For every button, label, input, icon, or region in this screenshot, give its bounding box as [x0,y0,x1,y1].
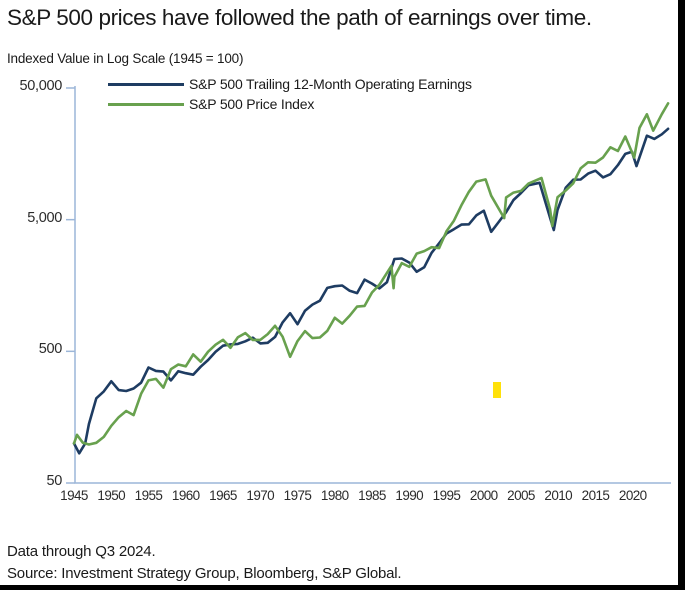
right-border [678,0,685,590]
legend-label-price: S&P 500 Price Index [189,96,315,112]
footnote-source: Source: Investment Strategy Group, Bloom… [7,565,402,582]
footnote-data-through: Data through Q3 2024. [7,543,156,560]
legend-item-price: S&P 500 Price Index [108,94,472,114]
price-line-swatch [108,102,184,106]
y-axis-unit-label: Indexed Value in Log Scale (1945 = 100) [7,51,244,66]
chart-title: S&P 500 prices have followed the path of… [7,5,592,30]
earnings-line-swatch [108,82,184,86]
price-series-line [72,102,670,446]
legend-item-earnings: S&P 500 Trailing 12-Month Operating Earn… [108,74,472,94]
legend-label-earnings: S&P 500 Trailing 12-Month Operating Earn… [189,76,472,92]
earnings-series-line [72,127,670,455]
highlight-marker [493,382,501,398]
bottom-border [0,585,685,590]
legend: S&P 500 Trailing 12-Month Operating Earn… [108,74,472,114]
